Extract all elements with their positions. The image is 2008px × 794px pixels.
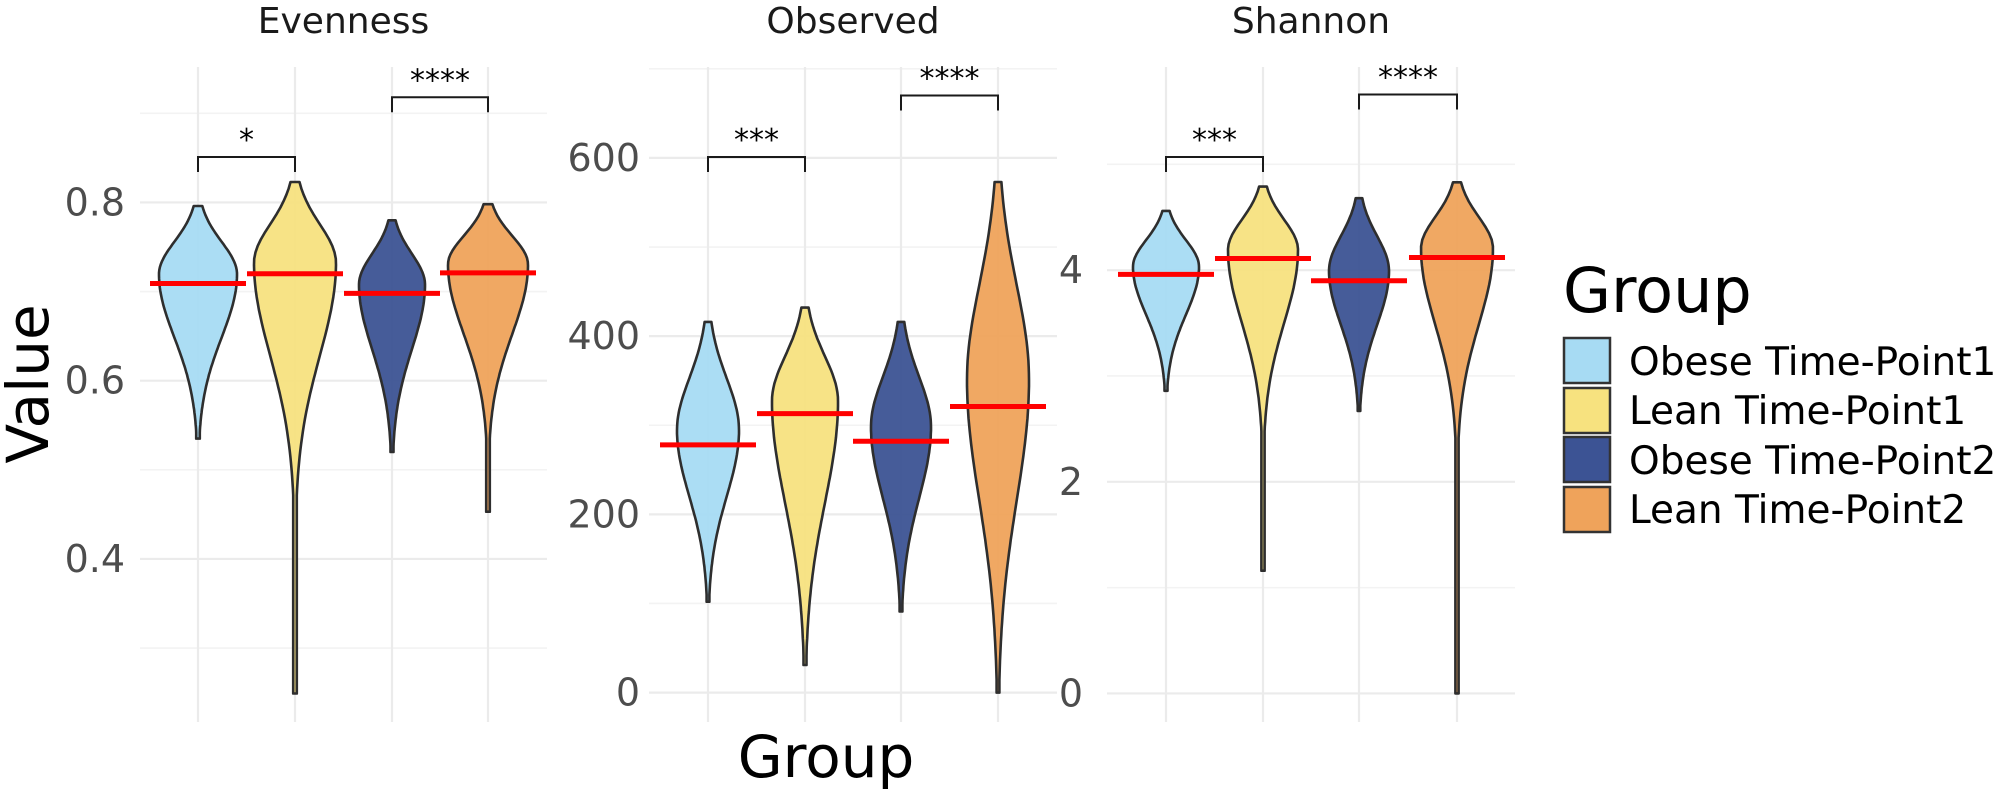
y-tick-label: 0.4 <box>65 537 125 581</box>
violin-obese-time-point2 <box>1327 196 1391 413</box>
violin-obese-time-point2 <box>357 219 427 454</box>
significance-label: *** <box>734 123 779 158</box>
legend-key-obese-tp2 <box>1562 435 1612 484</box>
legend-key-lean-tp2 <box>1562 485 1612 534</box>
significance-label: *** <box>1192 123 1237 158</box>
legend: Group Obese Time-Point1 Lean Time-Point1… <box>1562 254 1996 534</box>
y-tick-label: 0 <box>616 671 640 715</box>
facet-title: Evenness <box>258 1 430 42</box>
violin-obese-time-point1 <box>675 320 741 603</box>
legend-label: Lean Time-Point2 <box>1629 488 1966 533</box>
violin-lean-time-point1 <box>770 306 840 667</box>
y-tick-label: 600 <box>567 136 640 180</box>
legend-key-obese-tp1 <box>1562 336 1612 385</box>
legend-title: Group <box>1563 254 1752 327</box>
legend-entry: Obese Time-Point1 <box>1562 336 1996 385</box>
violin-obese-time-point1 <box>1131 209 1201 393</box>
significance-bracket <box>707 156 806 173</box>
y-tick-label: 2 <box>1059 460 1083 504</box>
significance-bracket <box>197 156 296 173</box>
y-tick-label: 0.6 <box>65 359 125 403</box>
y-tick-label: 0 <box>1059 671 1083 715</box>
y-tick-label: 200 <box>567 492 640 536</box>
violin-lean-time-point2 <box>965 180 1031 694</box>
violin-lean-time-point2 <box>1419 181 1495 695</box>
significance-label: **** <box>920 62 980 97</box>
y-tick-label: 4 <box>1059 248 1083 292</box>
violin-lean-time-point2 <box>446 202 530 513</box>
significance-bracket <box>1358 93 1458 110</box>
significance-label: **** <box>410 63 470 98</box>
facet-title: Observed <box>766 1 939 42</box>
significance-bracket <box>391 96 489 113</box>
violin-obese-time-point1 <box>157 204 239 440</box>
facets: Evenness0.40.60.8*****Observed0200400600… <box>65 1 1515 722</box>
legend-label: Lean Time-Point1 <box>1629 389 1966 434</box>
violin-lean-time-point1 <box>1226 185 1300 572</box>
legend-entry: Lean Time-Point2 <box>1562 485 1966 534</box>
legend-label: Obese Time-Point1 <box>1629 340 1996 385</box>
legend-key-lean-tp1 <box>1562 386 1612 435</box>
significance-bracket <box>900 94 999 111</box>
facet-title: Shannon <box>1232 1 1390 42</box>
x-axis-title: Group <box>738 723 915 791</box>
violin-obese-time-point2 <box>869 320 933 613</box>
y-tick-label: 0.8 <box>65 180 125 224</box>
legend-entry: Obese Time-Point2 <box>1562 435 1996 484</box>
significance-label: * <box>239 123 254 158</box>
y-tick-label: 400 <box>567 314 640 358</box>
legend-entry: Lean Time-Point1 <box>1562 386 1966 435</box>
legend-label: Obese Time-Point2 <box>1629 439 1996 484</box>
significance-label: **** <box>1378 61 1438 96</box>
significance-bracket <box>1165 155 1264 172</box>
y-axis-title: Value <box>0 304 62 463</box>
violin-lean-time-point1 <box>252 180 338 695</box>
